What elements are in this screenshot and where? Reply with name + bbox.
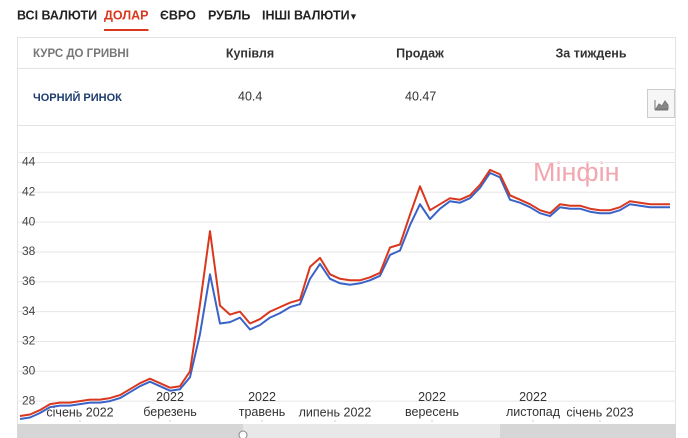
x-tick-label: 2022 листопад <box>506 390 561 419</box>
x-tick-label: січень 2023 <box>566 405 633 419</box>
x-tick-label: липень 2022 <box>299 405 372 419</box>
x-tick-label: січень 2022 <box>46 405 113 419</box>
tab[interactable]: ДОЛАР <box>104 8 148 22</box>
button-box[interactable] <box>647 89 675 118</box>
x-tick-label: 2022 березень <box>143 390 197 419</box>
x-tick-label: 2022 травень <box>239 390 286 419</box>
navigator-mask <box>500 424 676 438</box>
y-tick-label: 40 <box>22 214 36 228</box>
label-line: 2022 <box>156 390 184 404</box>
dropdown-arrow: ▼ <box>349 11 358 21</box>
y-tick-label: 42 <box>22 184 36 198</box>
y-tick-label: 44 <box>22 155 36 169</box>
tab[interactable]: ІНШІ ВАЛЮТИ <box>262 8 350 22</box>
chart-icon <box>654 100 669 111</box>
y-tick-label: 28 <box>22 393 36 407</box>
navigator-mask <box>17 424 243 438</box>
table-header: Продаж <box>396 46 444 60</box>
label-line: травень <box>239 405 286 419</box>
rate-line <box>19 171 670 420</box>
label-line: вересень <box>405 405 459 419</box>
label-line: листопад <box>506 405 561 419</box>
label-line: березень <box>143 405 197 419</box>
y-tick-label: 32 <box>22 334 36 348</box>
watermark: Мінфін <box>533 157 620 187</box>
y-tick-label: 30 <box>22 363 36 377</box>
table-header: Купівля <box>226 46 274 60</box>
tab[interactable]: РУБЛЬ <box>208 8 250 22</box>
navigator-handle[interactable] <box>238 430 248 438</box>
buy-rate: 40.4 <box>238 89 262 103</box>
label-line: 2022 <box>418 390 446 404</box>
label-line: 2022 <box>519 390 547 404</box>
tab[interactable]: ЄВРО <box>160 8 196 22</box>
table-header: КУРС ДО ГРИВНІ <box>33 48 129 60</box>
x-tick-label: 2022 вересень <box>405 390 459 419</box>
row-name: ЧОРНИЙ РИНОК <box>33 91 122 104</box>
sell-rate: 40.47 <box>405 89 436 103</box>
y-tick-label: 34 <box>22 304 36 318</box>
label-line: 2022 <box>248 390 276 404</box>
tab[interactable]: ВСІ ВАЛЮТИ <box>17 8 97 22</box>
rate-line <box>19 168 670 417</box>
chart-toggle-button[interactable] <box>647 89 675 118</box>
y-tick-label: 36 <box>22 274 36 288</box>
y-tick-label: 38 <box>22 244 36 258</box>
table-header: За тиждень <box>555 46 626 60</box>
